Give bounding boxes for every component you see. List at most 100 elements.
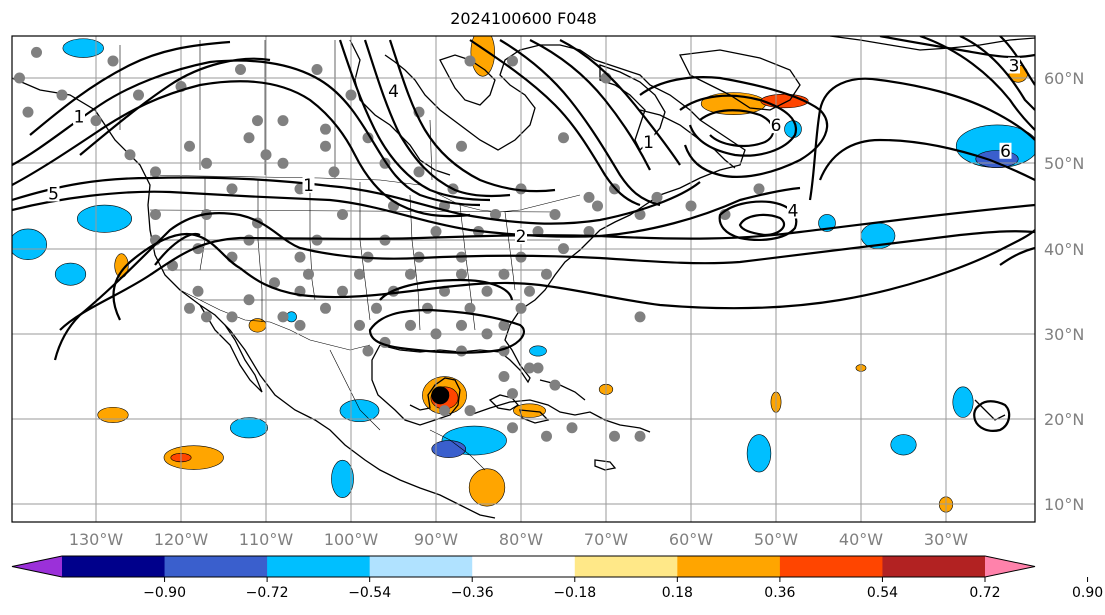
station-dot xyxy=(184,302,195,314)
station-dot xyxy=(413,166,425,178)
station-dot xyxy=(515,302,527,314)
station-dot xyxy=(515,251,527,263)
station-dot xyxy=(634,311,646,323)
lon-label: 100°W xyxy=(324,530,379,549)
colorbar-tick-label: −0.18 xyxy=(553,585,596,601)
station-dot xyxy=(311,234,323,246)
lat-label: 20°N xyxy=(1044,410,1084,429)
station-dot xyxy=(354,319,365,331)
anomaly-patch xyxy=(975,150,1019,168)
lon-label: 70°W xyxy=(584,530,628,549)
contour-label: 2 xyxy=(516,227,527,247)
station-dot xyxy=(243,132,255,144)
station-dot xyxy=(269,277,280,289)
anomaly-patch xyxy=(77,204,133,233)
colorbar-segment xyxy=(164,556,268,577)
station-dot xyxy=(362,132,374,144)
contour-label: 4 xyxy=(388,82,399,102)
anomaly-patch xyxy=(760,93,809,109)
contour-label-bg xyxy=(787,202,799,219)
colorbar-tick-label: −0.54 xyxy=(348,585,391,601)
station-dot xyxy=(150,166,161,178)
station-dot xyxy=(753,183,765,195)
anomaly-patch xyxy=(163,445,224,470)
station-dot xyxy=(566,422,578,434)
contour-label: 3 xyxy=(1009,56,1020,76)
station-dot xyxy=(498,319,510,331)
station-dot xyxy=(405,268,416,280)
lat-label: 60°N xyxy=(1044,69,1084,88)
lon-label: 130°W xyxy=(69,530,124,549)
station-dot xyxy=(456,345,467,357)
lon-label: 110°W xyxy=(239,530,294,549)
lon-label: 60°W xyxy=(669,530,713,549)
colorbar-segment xyxy=(882,556,986,577)
station-dot xyxy=(524,362,535,374)
station-dot xyxy=(464,55,476,67)
anomaly-patch xyxy=(62,38,104,58)
station-dot xyxy=(277,115,289,127)
anomaly-patch xyxy=(890,434,917,456)
longitude-labels: 130°W 120°W 110°W 100°W 90°W 80°W 70°W 6… xyxy=(69,530,968,549)
station-dot xyxy=(456,319,467,331)
colorbar-extend-high xyxy=(985,556,1035,577)
anomaly-patch xyxy=(339,399,380,423)
station-dot xyxy=(277,311,289,323)
station-dot xyxy=(184,140,195,152)
anomaly-patch xyxy=(230,417,269,439)
station-dot xyxy=(464,302,476,314)
lon-label: 40°W xyxy=(839,530,883,549)
anomaly-patch xyxy=(54,262,87,286)
station-dot xyxy=(524,285,535,297)
station-dot xyxy=(371,302,382,314)
station-dot xyxy=(558,243,569,255)
contour-label: 1 xyxy=(643,133,654,153)
lat-label: 10°N xyxy=(1044,495,1084,514)
anomaly-patch xyxy=(529,345,547,357)
map-frame xyxy=(11,35,1036,523)
lat-label: 50°N xyxy=(1044,154,1084,173)
station-dot xyxy=(226,311,238,323)
station-dot xyxy=(507,388,518,400)
contour-lines xyxy=(12,36,1035,432)
lon-label: 80°W xyxy=(499,530,543,549)
station-dot xyxy=(592,200,603,212)
lon-label: 50°W xyxy=(754,530,798,549)
colorbar: −0.90 −0.72 −0.54 −0.36 −0.18 0.18 0.36 0.54 0.7… xyxy=(11,555,1103,601)
anomaly-patch xyxy=(331,459,354,498)
station-dot xyxy=(107,55,119,67)
station-dot xyxy=(507,422,518,434)
station-dot xyxy=(609,430,620,442)
station-dot xyxy=(320,302,331,314)
station-dot xyxy=(354,268,365,280)
station-dot xyxy=(549,208,561,220)
contour-label-bg xyxy=(387,83,400,100)
colorbar-tick-label: 0.90 xyxy=(1072,585,1103,601)
contour-label: 1 xyxy=(74,108,85,128)
station-dot xyxy=(456,140,467,152)
station-dot xyxy=(464,405,476,417)
contour-label: 1 xyxy=(303,176,314,196)
contour-label-bg xyxy=(770,117,782,134)
station-dot xyxy=(456,268,467,280)
lon-label: 30°W xyxy=(924,530,968,549)
colorbar-segment xyxy=(472,556,576,577)
latitude-labels: 60°N 50°N 40°N 30°N 20°N 10°N xyxy=(1044,69,1084,514)
colorbar-outline xyxy=(11,555,1036,578)
contour-label: 5 xyxy=(48,184,59,204)
anomaly-patch xyxy=(431,440,467,458)
station-dot xyxy=(31,46,42,58)
station-dot xyxy=(260,149,272,161)
station-dot xyxy=(243,234,255,246)
station-dot xyxy=(430,226,442,238)
colorbar-segment xyxy=(267,556,371,577)
colorbar-tick-label: 0.18 xyxy=(662,585,693,601)
station-dot xyxy=(192,285,204,297)
storm-center-marker xyxy=(431,386,450,405)
ocean-background xyxy=(12,36,1035,522)
lat-label: 40°N xyxy=(1044,240,1084,259)
colorbar-segment xyxy=(574,556,678,577)
station-dot xyxy=(405,319,416,331)
lon-label: 120°W xyxy=(154,530,209,549)
